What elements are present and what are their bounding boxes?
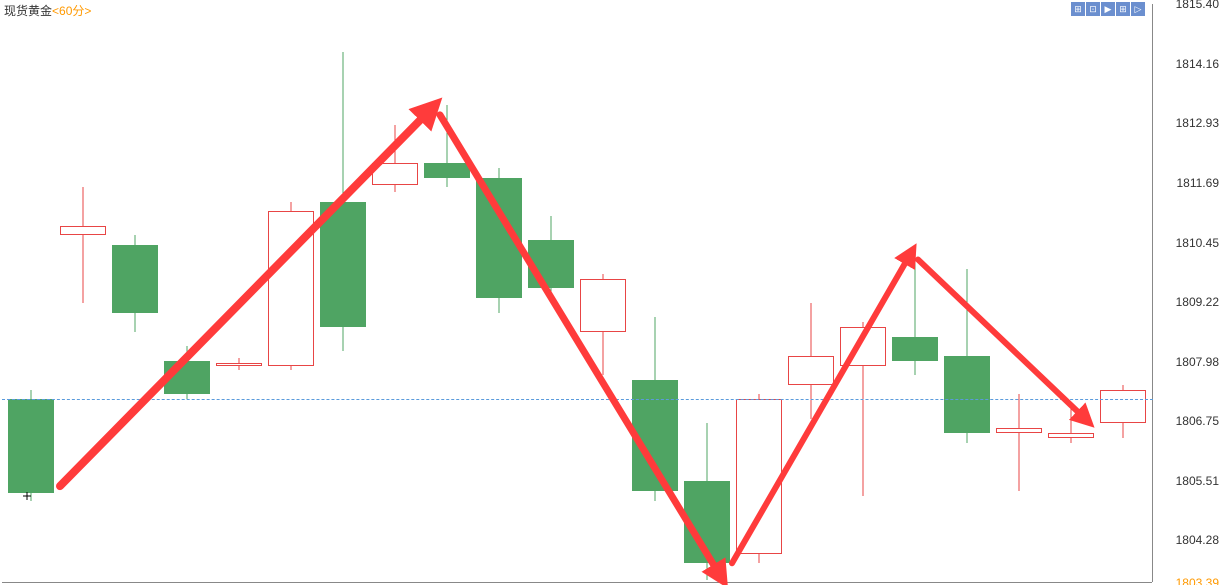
y-axis-labels: 1815.40 1814.16 1812.93 1811.69 1810.45 1809.… xyxy=(1153,0,1225,585)
timeframe-label: <60分> xyxy=(52,4,91,18)
candle-body xyxy=(60,226,106,236)
candle[interactable] xyxy=(60,0,106,585)
y-tick: 1805.51 xyxy=(1176,474,1219,488)
candle-body xyxy=(580,279,626,332)
candle-body xyxy=(892,337,938,361)
candle-body xyxy=(840,327,886,366)
candle-body xyxy=(1048,433,1094,438)
candle[interactable] xyxy=(1048,0,1094,585)
candle-body xyxy=(944,356,990,433)
candle[interactable] xyxy=(528,0,574,585)
plot-area[interactable] xyxy=(0,0,1225,585)
candle-body xyxy=(8,399,54,493)
y-tick-current: 1803.39 xyxy=(1176,576,1219,585)
candle[interactable] xyxy=(580,0,626,585)
candle-body xyxy=(216,363,262,365)
toolbar-btn-3[interactable]: ▶ xyxy=(1101,2,1115,16)
candle-body xyxy=(112,245,158,312)
chart-container: 现货黄金<60分> ⊞ ⊡ ▶ ⊞ ▷ 1815.40 1814.16 1812.9… xyxy=(0,0,1225,585)
crosshair-marker-icon xyxy=(23,492,31,500)
candle-wick xyxy=(1019,394,1020,490)
candle-body xyxy=(632,380,678,491)
candle[interactable] xyxy=(320,0,366,585)
candle[interactable] xyxy=(216,0,262,585)
candle[interactable] xyxy=(892,0,938,585)
candle-body xyxy=(684,481,730,563)
candle-body xyxy=(788,356,834,385)
y-tick: 1806.75 xyxy=(1176,414,1219,428)
y-tick: 1810.45 xyxy=(1176,236,1219,250)
candle-body xyxy=(476,178,522,299)
candle[interactable] xyxy=(996,0,1042,585)
y-tick: 1814.16 xyxy=(1176,57,1219,71)
candle[interactable] xyxy=(424,0,470,585)
candle-body xyxy=(736,399,782,553)
candle-body xyxy=(164,361,210,395)
candle[interactable] xyxy=(476,0,522,585)
candle-body xyxy=(528,240,574,288)
toolbar-btn-2[interactable]: ⊡ xyxy=(1086,2,1100,16)
candle[interactable] xyxy=(840,0,886,585)
toolbar-btn-4[interactable]: ⊞ xyxy=(1116,2,1130,16)
candle[interactable] xyxy=(372,0,418,585)
candle[interactable] xyxy=(8,0,54,585)
candle[interactable] xyxy=(1100,0,1146,585)
candle[interactable] xyxy=(788,0,834,585)
candle-wick xyxy=(83,187,84,303)
candle[interactable] xyxy=(268,0,314,585)
chart-title: 现货黄金<60分> xyxy=(4,2,91,19)
candle[interactable] xyxy=(632,0,678,585)
y-tick: 1815.40 xyxy=(1176,0,1219,11)
y-tick: 1811.69 xyxy=(1177,176,1220,190)
toolbar-btn-5[interactable]: ▷ xyxy=(1131,2,1145,16)
candle[interactable] xyxy=(684,0,730,585)
instrument-name: 现货黄金 xyxy=(4,4,52,18)
candle-body xyxy=(424,163,470,177)
candle-body xyxy=(996,428,1042,433)
chart-toolbar: ⊞ ⊡ ▶ ⊞ ▷ xyxy=(1071,2,1145,16)
y-tick: 1812.93 xyxy=(1176,116,1219,130)
y-tick: 1807.98 xyxy=(1176,355,1219,369)
reference-price-line xyxy=(2,399,1153,400)
candle[interactable] xyxy=(944,0,990,585)
candle[interactable] xyxy=(112,0,158,585)
candle-body xyxy=(1100,390,1146,424)
candle-body xyxy=(372,163,418,185)
y-tick: 1809.22 xyxy=(1176,295,1219,309)
candle[interactable] xyxy=(164,0,210,585)
candle[interactable] xyxy=(736,0,782,585)
y-tick: 1804.28 xyxy=(1176,533,1219,547)
candle-body xyxy=(268,211,314,365)
candle-body xyxy=(320,202,366,327)
toolbar-btn-1[interactable]: ⊞ xyxy=(1071,2,1085,16)
